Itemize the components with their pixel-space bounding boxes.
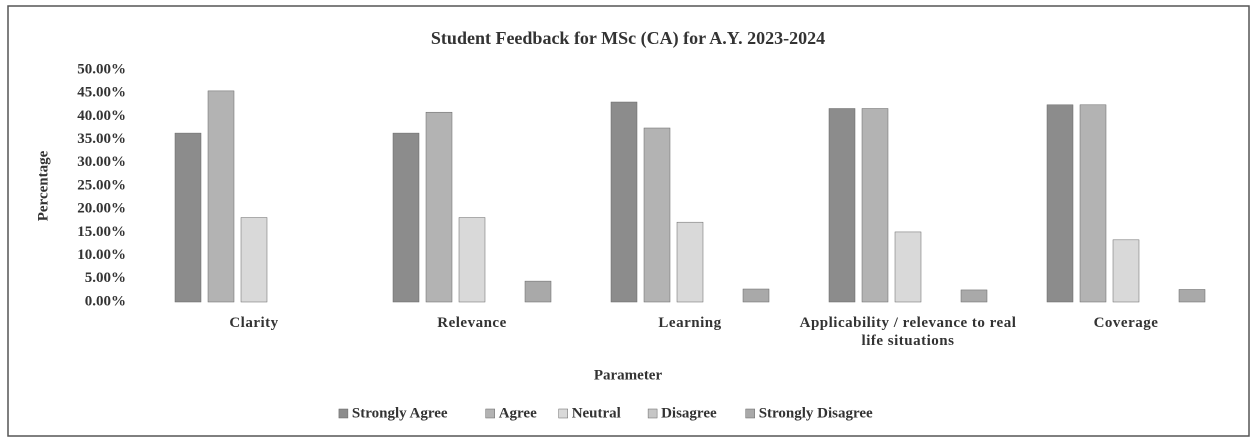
bar [610,101,638,303]
x-tick-label: Applicability / relevance to real life s… [799,315,1017,349]
bar [643,127,671,303]
x-tick-label: Learning [658,315,722,331]
x-axis-label: Parameter [594,367,663,383]
bar [960,289,988,303]
legend-swatch [485,408,495,419]
bar [174,132,202,303]
legend-label: Neutral [572,405,621,421]
legend-label: Agree [499,405,537,421]
y-tick-label: 45.00% [77,85,126,101]
y-tick-label: 50.00% [77,61,126,77]
bar [828,108,856,303]
y-tick-label: 20.00% [77,201,126,217]
bar [1178,289,1206,303]
y-tick-label: 5.00% [85,270,126,286]
bar [524,280,552,303]
bar [1112,239,1140,303]
y-tick-label: 10.00% [77,247,126,263]
bar [1046,104,1074,303]
y-tick-label: 35.00% [77,131,126,147]
x-tick-label: Coverage [1093,315,1159,331]
bar [425,111,453,303]
bar [861,108,889,303]
x-tick-label: Clarity [229,315,279,331]
legend-label: Strongly Agree [352,405,448,421]
y-tick-label: 30.00% [77,154,126,170]
y-axis-label: Percentage [35,150,51,221]
legend-swatch [745,408,755,419]
legend-label: Disagree [661,405,717,421]
y-tick-label: 0.00% [85,293,126,309]
legend-swatch [647,408,658,419]
legend-swatch [338,408,349,419]
legend-swatch [558,408,568,419]
y-tick-label: 40.00% [77,108,126,124]
bar [1079,104,1107,303]
legend-label: Strongly Disagree [759,405,873,421]
bar [240,217,268,303]
bar [742,288,770,303]
y-tick-label: 25.00% [77,177,126,193]
bar [392,132,420,303]
chart-title: Student Feedback for MSc (CA) for A.Y. 2… [431,28,825,49]
bar [894,231,922,303]
bar [458,217,486,303]
bar [676,221,704,303]
y-tick-label: 15.00% [77,224,126,240]
x-tick-label: Relevance [437,315,507,331]
bar [207,90,235,303]
